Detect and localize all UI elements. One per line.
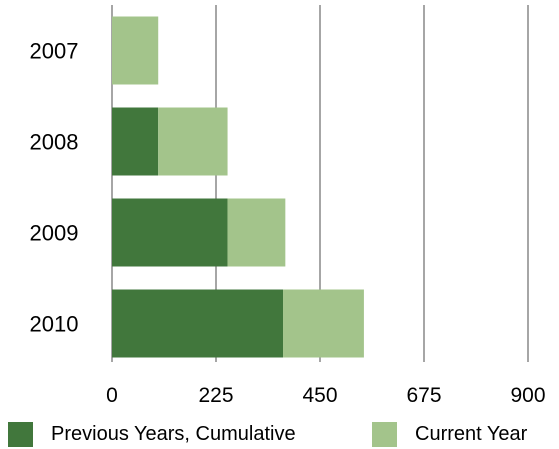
- category-labels: 2007 2008 2009 2010: [30, 39, 79, 337]
- bar-2010-current-year: [283, 289, 364, 358]
- category-label: 2007: [30, 39, 79, 64]
- legend-swatch-current-year: [372, 422, 397, 447]
- stacked-bar-chart: 2007 2008 2009 2010 0 225 450 675 900: [30, 5, 546, 407]
- bar-2007-current-year: [112, 16, 159, 85]
- bar-2009-current-year: [227, 198, 286, 267]
- legend: Previous Years, Cumulative Current Year: [0, 420, 559, 449]
- bar-2008-previous-years: [112, 107, 159, 176]
- category-label: 2010: [30, 312, 79, 337]
- x-tick-label: 675: [406, 384, 441, 407]
- x-axis-tick-labels: 0 225 450 675 900: [106, 384, 545, 407]
- legend-swatch-previous-years: [8, 422, 33, 447]
- bars: [112, 16, 364, 358]
- x-tick-label: 0: [106, 384, 118, 407]
- legend-label-current-year: Current Year: [415, 423, 528, 445]
- bar-2010-previous-years: [112, 289, 284, 358]
- category-label: 2008: [30, 130, 79, 155]
- x-tick-label: 900: [510, 384, 545, 407]
- bar-2008-current-year: [158, 107, 228, 176]
- x-tick-label: 450: [302, 384, 337, 407]
- category-label: 2009: [30, 221, 79, 246]
- x-tick-label: 225: [198, 384, 233, 407]
- legend-label-previous-years: Previous Years, Cumulative: [51, 423, 296, 445]
- legend-item-previous-years: Previous Years, Cumulative: [8, 420, 296, 449]
- legend-item-current-year: Current Year: [372, 420, 527, 449]
- bar-2009-previous-years: [112, 198, 228, 267]
